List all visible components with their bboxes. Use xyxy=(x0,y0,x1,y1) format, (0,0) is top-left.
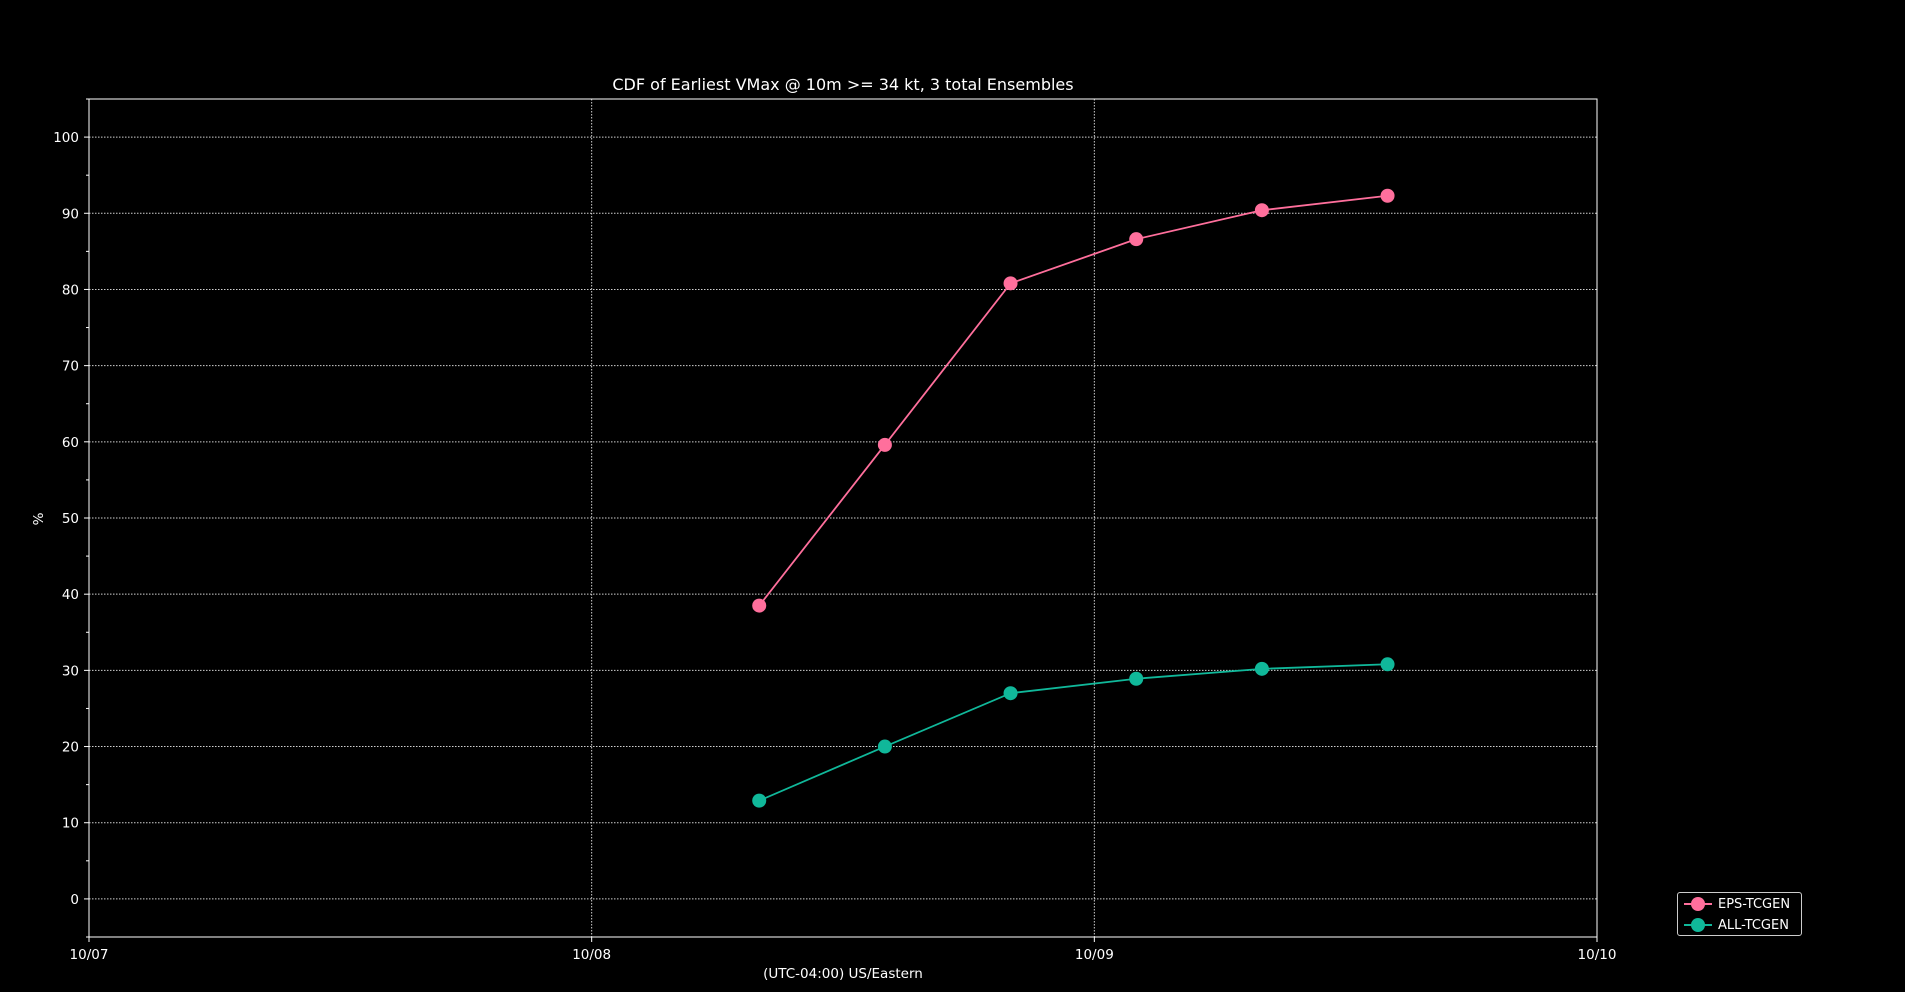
legend-swatch-all-tcgen xyxy=(1682,915,1714,935)
y-tick-label: 20 xyxy=(62,740,79,756)
data-point-eps-tcgen xyxy=(1129,232,1144,247)
data-point-eps-tcgen xyxy=(1380,188,1395,203)
legend-label-all-tcgen: ALL-TCGEN xyxy=(1718,917,1789,933)
legend-marker xyxy=(1691,897,1705,911)
series-layer xyxy=(752,188,1395,808)
y-tick-label: 10 xyxy=(62,816,79,832)
legend-item-eps-tcgen: EPS-TCGEN xyxy=(1678,894,1801,914)
plot-frame xyxy=(88,98,1598,938)
y-axis-label: % xyxy=(31,512,47,525)
y-tick-label: 40 xyxy=(62,587,79,603)
y-tick-label: 30 xyxy=(62,663,79,679)
data-point-eps-tcgen xyxy=(1003,276,1018,291)
data-point-all-tcgen xyxy=(1380,657,1395,672)
x-tick-label: 10/08 xyxy=(572,947,611,963)
axes-layer: 0 10 20 30 40 50 60 70 80 90 100 10/07 10/08 10/09 10/… xyxy=(53,98,1617,963)
y-tick-label: 0 xyxy=(70,892,79,908)
y-tick-label: 70 xyxy=(62,359,79,375)
x-tick-label: 10/07 xyxy=(70,947,109,963)
data-point-eps-tcgen xyxy=(877,437,892,452)
data-point-all-tcgen xyxy=(752,793,767,808)
data-point-all-tcgen xyxy=(1129,671,1144,686)
data-point-all-tcgen xyxy=(1003,686,1018,701)
y-tick-label: 60 xyxy=(62,435,79,451)
legend: EPS-TCGEN ALL-TCGEN xyxy=(1677,892,1802,936)
x-tick-label: 10/10 xyxy=(1578,947,1617,963)
legend-marker xyxy=(1691,918,1705,932)
data-point-eps-tcgen xyxy=(1254,203,1269,218)
legend-item-all-tcgen: ALL-TCGEN xyxy=(1678,915,1801,935)
legend-label-eps-tcgen: EPS-TCGEN xyxy=(1718,896,1791,912)
y-tick-label: 100 xyxy=(53,130,79,146)
data-point-all-tcgen xyxy=(877,739,892,754)
series-line-all-tcgen xyxy=(758,663,1388,802)
y-tick-label: 50 xyxy=(62,511,79,527)
x-axis-label: (UTC-04:00) US/Eastern xyxy=(763,966,923,982)
chart-title: CDF of Earliest VMax @ 10m >= 34 kt, 3 t… xyxy=(612,75,1073,94)
y-tick-label: 90 xyxy=(62,206,79,222)
series-line-eps-tcgen xyxy=(758,194,1388,607)
data-point-all-tcgen xyxy=(1254,661,1269,676)
legend-swatch-eps-tcgen xyxy=(1682,894,1714,914)
grid-layer xyxy=(88,99,1598,937)
y-tick-label: 80 xyxy=(62,282,79,298)
data-point-eps-tcgen xyxy=(752,598,767,613)
x-tick-label: 10/09 xyxy=(1075,947,1114,963)
